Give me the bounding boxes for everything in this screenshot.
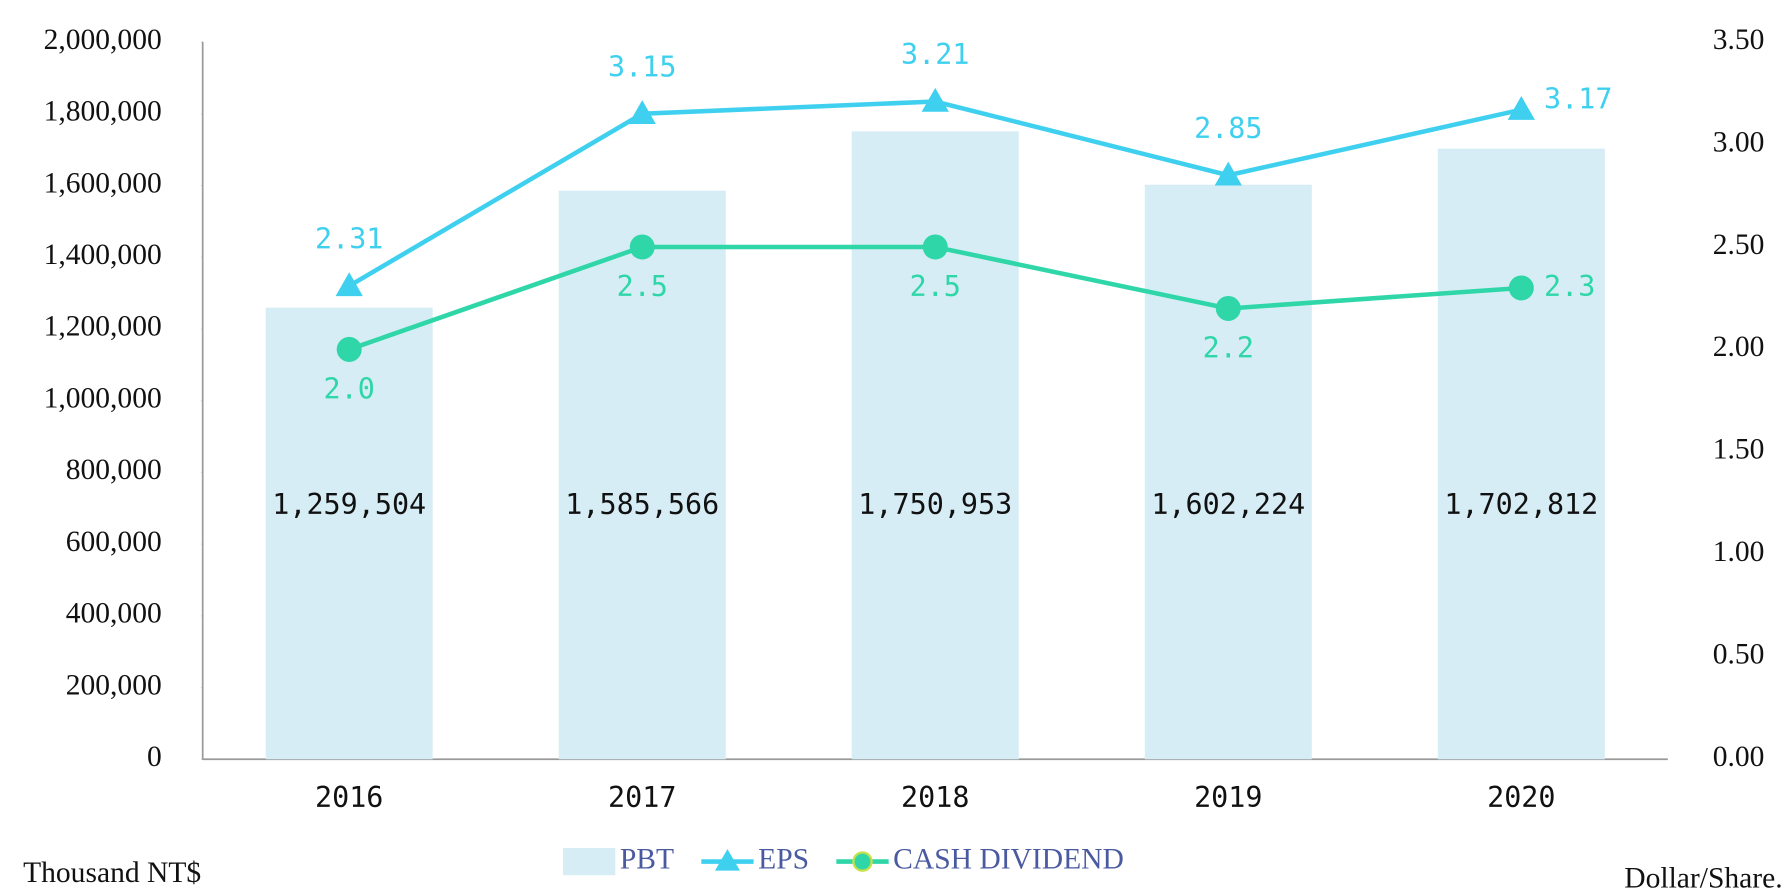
data-label: 2.85 <box>1194 112 1262 145</box>
y2-tick-label: 1.00 <box>1713 536 1765 568</box>
y2-tick-label: 3.50 <box>1713 24 1765 56</box>
bar <box>851 131 1019 760</box>
marker <box>629 234 655 260</box>
y-tick-label: 400,000 <box>66 598 162 630</box>
y-tick-label: 1,200,000 <box>44 311 162 343</box>
bar-label: 1,750,953 <box>858 488 1012 521</box>
y-tick-label: 0 <box>147 741 162 773</box>
x-tick-label: 2018 <box>901 781 969 814</box>
marker <box>1215 295 1241 321</box>
y2-tick-label: 2.50 <box>1713 229 1765 261</box>
x-tick-label: 2020 <box>1487 781 1555 814</box>
marker <box>336 336 362 362</box>
bar-label: 1,602,224 <box>1151 488 1305 521</box>
y2-tick-label: 3.00 <box>1713 126 1765 158</box>
bar-label: 1,702,812 <box>1444 488 1598 521</box>
y-tick-label: 1,400,000 <box>44 239 162 271</box>
y-tick-label: 2,000,000 <box>44 24 162 56</box>
y-tick-label: 800,000 <box>66 454 162 486</box>
data-label: 3.15 <box>608 50 676 83</box>
legend-label: EPS <box>758 843 809 875</box>
bar <box>1144 184 1312 760</box>
data-label: 2.0 <box>324 372 375 405</box>
data-label: 3.21 <box>901 38 969 71</box>
y2-tick-label: 0.00 <box>1713 741 1765 773</box>
y-tick-label: 1,600,000 <box>44 167 162 199</box>
bar-label: 1,259,504 <box>272 488 426 521</box>
y-tick-label: 200,000 <box>66 669 162 701</box>
legend-label: CASH DIVIDEND <box>893 843 1124 875</box>
legend-label: PBT <box>620 843 674 875</box>
y-axis-label: Thousand NT$ <box>23 857 201 889</box>
marker <box>1214 161 1242 186</box>
data-label: 3.17 <box>1544 83 1612 116</box>
legend-marker <box>714 849 740 871</box>
y-tick-label: 600,000 <box>66 526 162 558</box>
x-tick-label: 2016 <box>315 781 383 814</box>
legend-swatch <box>563 847 616 876</box>
bar <box>265 307 433 760</box>
marker <box>335 272 363 297</box>
y-tick-label: 1,000,000 <box>44 382 162 414</box>
y2-axis-label: Dollar/Share. <box>1624 863 1782 890</box>
marker <box>921 87 949 112</box>
y-tick-label: 1,800,000 <box>44 96 162 128</box>
marker <box>628 100 656 125</box>
data-label: 2.5 <box>617 270 668 303</box>
marker <box>922 234 948 260</box>
x-tick-label: 2017 <box>608 781 676 814</box>
bar <box>558 190 726 760</box>
y2-tick-label: 2.00 <box>1713 331 1765 363</box>
y2-tick-label: 1.50 <box>1713 434 1765 466</box>
data-label: 2.31 <box>315 222 383 255</box>
x-tick-label: 2019 <box>1194 781 1262 814</box>
legend-marker <box>852 851 873 872</box>
bar <box>1437 148 1605 760</box>
marker <box>1507 96 1535 120</box>
data-label: 2.3 <box>1544 270 1595 303</box>
bar-label: 1,585,566 <box>565 488 719 521</box>
data-label: 2.5 <box>910 270 961 303</box>
y2-tick-label: 0.50 <box>1713 639 1765 671</box>
data-label: 2.2 <box>1203 331 1254 364</box>
marker <box>1508 275 1534 301</box>
